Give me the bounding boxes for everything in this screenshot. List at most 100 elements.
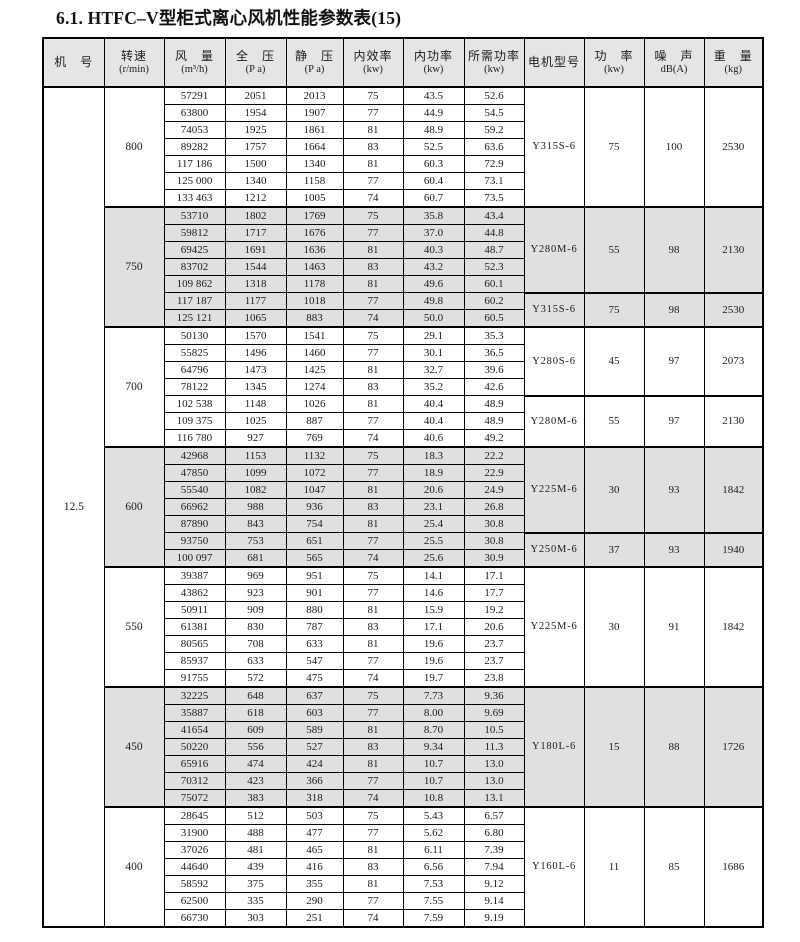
- motor-model-cell: Y280M-6: [523, 205, 585, 294]
- col-header-label: 功 率: [594, 48, 634, 63]
- total-pressure-cell: 1925: [224, 120, 287, 139]
- motor-model-cell: Y160L-6: [523, 805, 585, 928]
- efficiency-cell: 77: [342, 532, 404, 551]
- static-pressure-cell: 416: [285, 857, 344, 876]
- table-row: 450 32225 648 637 75 7.73 9.36 Y180L-6 15 88 1726: [43, 685, 764, 808]
- table-row: 59812 1717 1676 77 37.0 44.8: [43, 223, 763, 242]
- total-pressure-cell: 1802: [224, 205, 287, 225]
- weight-cell: 1726: [703, 685, 764, 808]
- total-pressure-cell: 909: [224, 600, 287, 619]
- static-pressure-cell: 1463: [285, 257, 344, 277]
- col-header-unit: (kw): [484, 63, 504, 75]
- motor-model-cell: Y250M-6: [523, 531, 585, 568]
- static-pressure-cell: 503: [285, 805, 344, 825]
- airflow-cell: 57291: [163, 85, 226, 105]
- table-row: 89282 1757 1664 83 52.5 63.6: [43, 137, 763, 157]
- airflow-cell: 50130: [163, 325, 226, 345]
- col-header-weight: 重 量 (kg): [703, 37, 764, 88]
- static-pressure-cell: 1340: [285, 155, 344, 174]
- table-row: 69425 1691 1636 81 40.3 48.7: [43, 240, 763, 259]
- airflow-cell: 50220: [163, 737, 226, 756]
- required-power-cell: 52.3: [463, 257, 525, 277]
- efficiency-cell: 74: [342, 309, 404, 328]
- required-power-cell: 23.7: [463, 634, 525, 654]
- required-power-cell: 72.9: [463, 155, 525, 174]
- total-pressure-cell: 609: [224, 720, 287, 739]
- airflow-cell: 70312: [163, 772, 226, 791]
- efficiency-cell: 81: [342, 275, 404, 294]
- required-power-cell: 48.7: [463, 240, 525, 259]
- internal-power-cell: 43.2: [402, 257, 465, 277]
- motor-model-cell: Y315S-6: [523, 86, 585, 208]
- total-pressure-cell: 843: [224, 515, 287, 534]
- total-pressure-cell: 830: [224, 617, 287, 637]
- col-header-airflow: 风 量 (m³/h): [163, 37, 226, 88]
- total-pressure-cell: 1345: [224, 377, 287, 397]
- internal-power-cell: 6.11: [402, 840, 465, 859]
- table-row: 55540 1082 1047 81 20.6 24.9: [43, 480, 763, 499]
- internal-power-cell: 6.56: [402, 857, 465, 876]
- weight-cell: 1940: [703, 531, 764, 568]
- col-header-machine-no: 机 号: [42, 37, 105, 88]
- airflow-cell: 93750: [163, 532, 226, 551]
- static-pressure-cell: 547: [285, 652, 344, 671]
- static-pressure-cell: 901: [285, 583, 344, 602]
- airflow-cell: 44640: [163, 857, 226, 876]
- efficiency-cell: 83: [342, 137, 404, 157]
- internal-power-cell: 60.4: [402, 172, 465, 191]
- internal-power-cell: 7.55: [402, 892, 465, 911]
- motor-model-cell: Y225M-6: [523, 445, 585, 534]
- efficiency-cell: 83: [342, 857, 404, 876]
- static-pressure-cell: 318: [285, 789, 344, 808]
- required-power-cell: 13.1: [463, 789, 525, 808]
- motor-power-cell: 55: [583, 394, 645, 448]
- internal-power-cell: 5.43: [402, 805, 465, 825]
- col-header-label: 全 压: [235, 48, 275, 63]
- motor-power-cell: 37: [583, 531, 645, 568]
- total-pressure-cell: 572: [224, 669, 287, 688]
- airflow-cell: 64796: [163, 360, 226, 379]
- col-header-label: 所需功率: [467, 48, 520, 63]
- internal-power-cell: 49.8: [402, 292, 465, 311]
- airflow-cell: 37026: [163, 840, 226, 859]
- internal-power-cell: 44.9: [402, 103, 465, 122]
- col-header-label: 噪 声: [654, 48, 694, 63]
- motor-power-cell: 75: [583, 291, 645, 328]
- internal-power-cell: 50.0: [402, 309, 465, 328]
- motor-power-cell: 30: [583, 565, 645, 688]
- static-pressure-cell: 787: [285, 617, 344, 637]
- efficiency-cell: 83: [342, 617, 404, 637]
- airflow-cell: 109 375: [163, 412, 226, 431]
- required-power-cell: 10.5: [463, 720, 525, 739]
- static-pressure-cell: 424: [285, 754, 344, 774]
- internal-power-cell: 19.6: [402, 634, 465, 654]
- table-row: 125 000 1340 1158 77 60.4 73.1: [43, 172, 763, 191]
- efficiency-cell: 81: [342, 754, 404, 774]
- airflow-cell: 125 000: [163, 172, 226, 191]
- noise-cell: 98: [643, 205, 705, 294]
- efficiency-cell: 75: [342, 325, 404, 345]
- table-row: 41654 609 589 81 8.70 10.5: [43, 720, 763, 739]
- table-body: 12.5 800 57291 2051 2013 75 43.5 52.6 Y315S-6 75 1…: [42, 85, 764, 928]
- required-power-cell: 6.57: [463, 805, 525, 825]
- efficiency-cell: 75: [342, 205, 404, 225]
- static-pressure-cell: 1274: [285, 377, 344, 397]
- motor-power-cell: 11: [583, 805, 645, 928]
- static-pressure-cell: 527: [285, 737, 344, 756]
- table-row: 91755 572 475 74 19.7 23.8: [43, 669, 763, 688]
- col-header-label: 转速: [120, 48, 147, 63]
- efficiency-cell: 81: [342, 634, 404, 654]
- table-row: 75072 383 318 74 10.8 13.1: [43, 789, 763, 808]
- col-header-unit: (P a): [245, 63, 266, 75]
- static-pressure-cell: 1769: [285, 205, 344, 225]
- noise-cell: 97: [643, 394, 705, 448]
- internal-power-cell: 7.59: [402, 909, 465, 928]
- table-row: 109 862 1318 1178 81 49.6 60.1: [43, 275, 763, 294]
- airflow-cell: 61381: [163, 617, 226, 637]
- noise-cell: 98: [643, 291, 705, 328]
- required-power-cell: 54.5: [463, 103, 525, 122]
- required-power-cell: 9.14: [463, 892, 525, 911]
- internal-power-cell: 25.4: [402, 515, 465, 534]
- internal-power-cell: 7.73: [402, 685, 465, 705]
